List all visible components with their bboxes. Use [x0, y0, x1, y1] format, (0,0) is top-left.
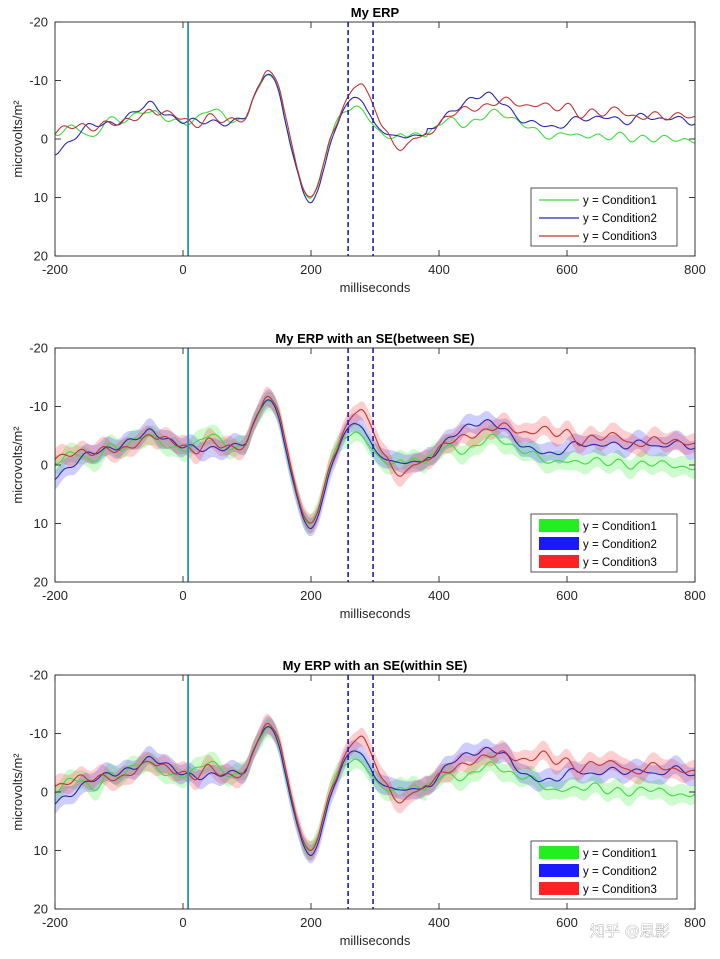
legend-swatch-2 [539, 864, 579, 877]
y-tick-label: 10 [34, 190, 48, 205]
x-tick-label: 400 [428, 262, 450, 277]
y-tick-label: 20 [34, 249, 48, 264]
y-tick-label: -10 [29, 726, 48, 741]
series-line-3 [55, 722, 695, 851]
chart-panel-3: -200 0 200 400 600 800 -20 -10 0 10 20 My ERP with … [10, 658, 706, 948]
y-tick-label: -10 [29, 399, 48, 414]
legend-entry-3: y = Condition3 [583, 557, 657, 569]
x-axis-label: milliseconds [340, 933, 411, 948]
legend-swatch-1 [539, 846, 579, 859]
legend-entry-2: y = Condition2 [583, 539, 657, 551]
y-tick-label: -20 [29, 15, 48, 30]
y-tick-label: 20 [34, 575, 48, 590]
legend: y = Condition1 y = Condition2 y = Conditio… [530, 513, 678, 573]
x-tick-label: 800 [684, 262, 706, 277]
legend-entry-2: y = Condition2 [583, 866, 657, 878]
se-band-3 [55, 713, 695, 861]
series-line-2 [55, 399, 695, 530]
y-tick-label: -20 [29, 668, 48, 683]
legend-entry-2: y = Condition2 [583, 213, 657, 225]
legend-swatch-3 [539, 882, 579, 895]
legend-swatch-2 [539, 537, 579, 550]
y-tick-label: -20 [29, 341, 48, 356]
series-line-1 [55, 726, 695, 852]
x-tick-label: 600 [556, 915, 578, 930]
x-tick-label: -200 [42, 262, 68, 277]
y-axis-label: microvolts/m² [10, 100, 25, 178]
series-line-1 [55, 400, 695, 525]
plot-content [55, 22, 695, 256]
legend-swatch-1 [539, 519, 579, 532]
x-tick-label: 400 [428, 588, 450, 603]
chart-title: My ERP with an SE(between SE) [275, 331, 474, 346]
x-tick-label: 600 [556, 262, 578, 277]
se-band-3 [55, 386, 695, 534]
y-tick-label: -10 [29, 73, 48, 88]
y-axis-label: microvolts/m² [10, 426, 25, 504]
series-line-3 [55, 395, 695, 524]
legend-entry-1: y = Condition1 [583, 195, 657, 207]
plot-content [55, 348, 695, 582]
legend: y = Condition1 y = Condition2 y = Conditio… [530, 187, 678, 247]
x-axis-label: milliseconds [340, 606, 411, 621]
y-tick-label: 10 [34, 843, 48, 858]
y-tick-label: 10 [34, 516, 48, 531]
x-tick-label: 0 [179, 588, 186, 603]
x-axis-label: milliseconds [340, 280, 411, 295]
x-tick-label: -200 [42, 588, 68, 603]
x-tick-label: 0 [179, 915, 186, 930]
series-line-1 [55, 74, 695, 199]
x-tick-label: 800 [684, 588, 706, 603]
series-line-2 [55, 726, 695, 857]
chart-panel-1: -200 0 200 400 600 800 -20 -10 0 10 20 My ERP millis… [10, 5, 706, 295]
plot-content [55, 675, 695, 909]
legend-entry-3: y = Condition3 [583, 231, 657, 243]
se-band-1 [55, 392, 695, 535]
y-tick-label: 20 [34, 902, 48, 917]
series-line-3 [55, 69, 695, 198]
y-tick-label: 0 [41, 458, 48, 473]
y-tick-label: 0 [41, 785, 48, 800]
y-tick-label: 0 [41, 132, 48, 147]
x-tick-label: -200 [42, 915, 68, 930]
y-axis-label: microvolts/m² [10, 753, 25, 831]
x-tick-label: 0 [179, 262, 186, 277]
x-tick-label: 600 [556, 588, 578, 603]
x-tick-label: 800 [684, 915, 706, 930]
x-tick-label: 200 [300, 915, 322, 930]
chart-panel-2: -200 0 200 400 600 800 -20 -10 0 10 20 My ERP with … [10, 331, 706, 621]
legend-entry-1: y = Condition1 [583, 848, 657, 860]
chart-title: My ERP with an SE(within SE) [283, 658, 468, 673]
legend-entry-1: y = Condition1 [583, 521, 657, 533]
x-tick-label: 200 [300, 262, 322, 277]
chart-title: My ERP [351, 5, 400, 20]
legend: y = Condition1 y = Condition2 y = Conditio… [530, 840, 678, 900]
se-band-1 [55, 718, 695, 861]
watermark-text: 知乎 @思影 [590, 922, 670, 940]
legend-swatch-3 [539, 555, 579, 568]
x-tick-label: 400 [428, 915, 450, 930]
legend-entry-3: y = Condition3 [583, 884, 657, 896]
x-tick-label: 200 [300, 588, 322, 603]
